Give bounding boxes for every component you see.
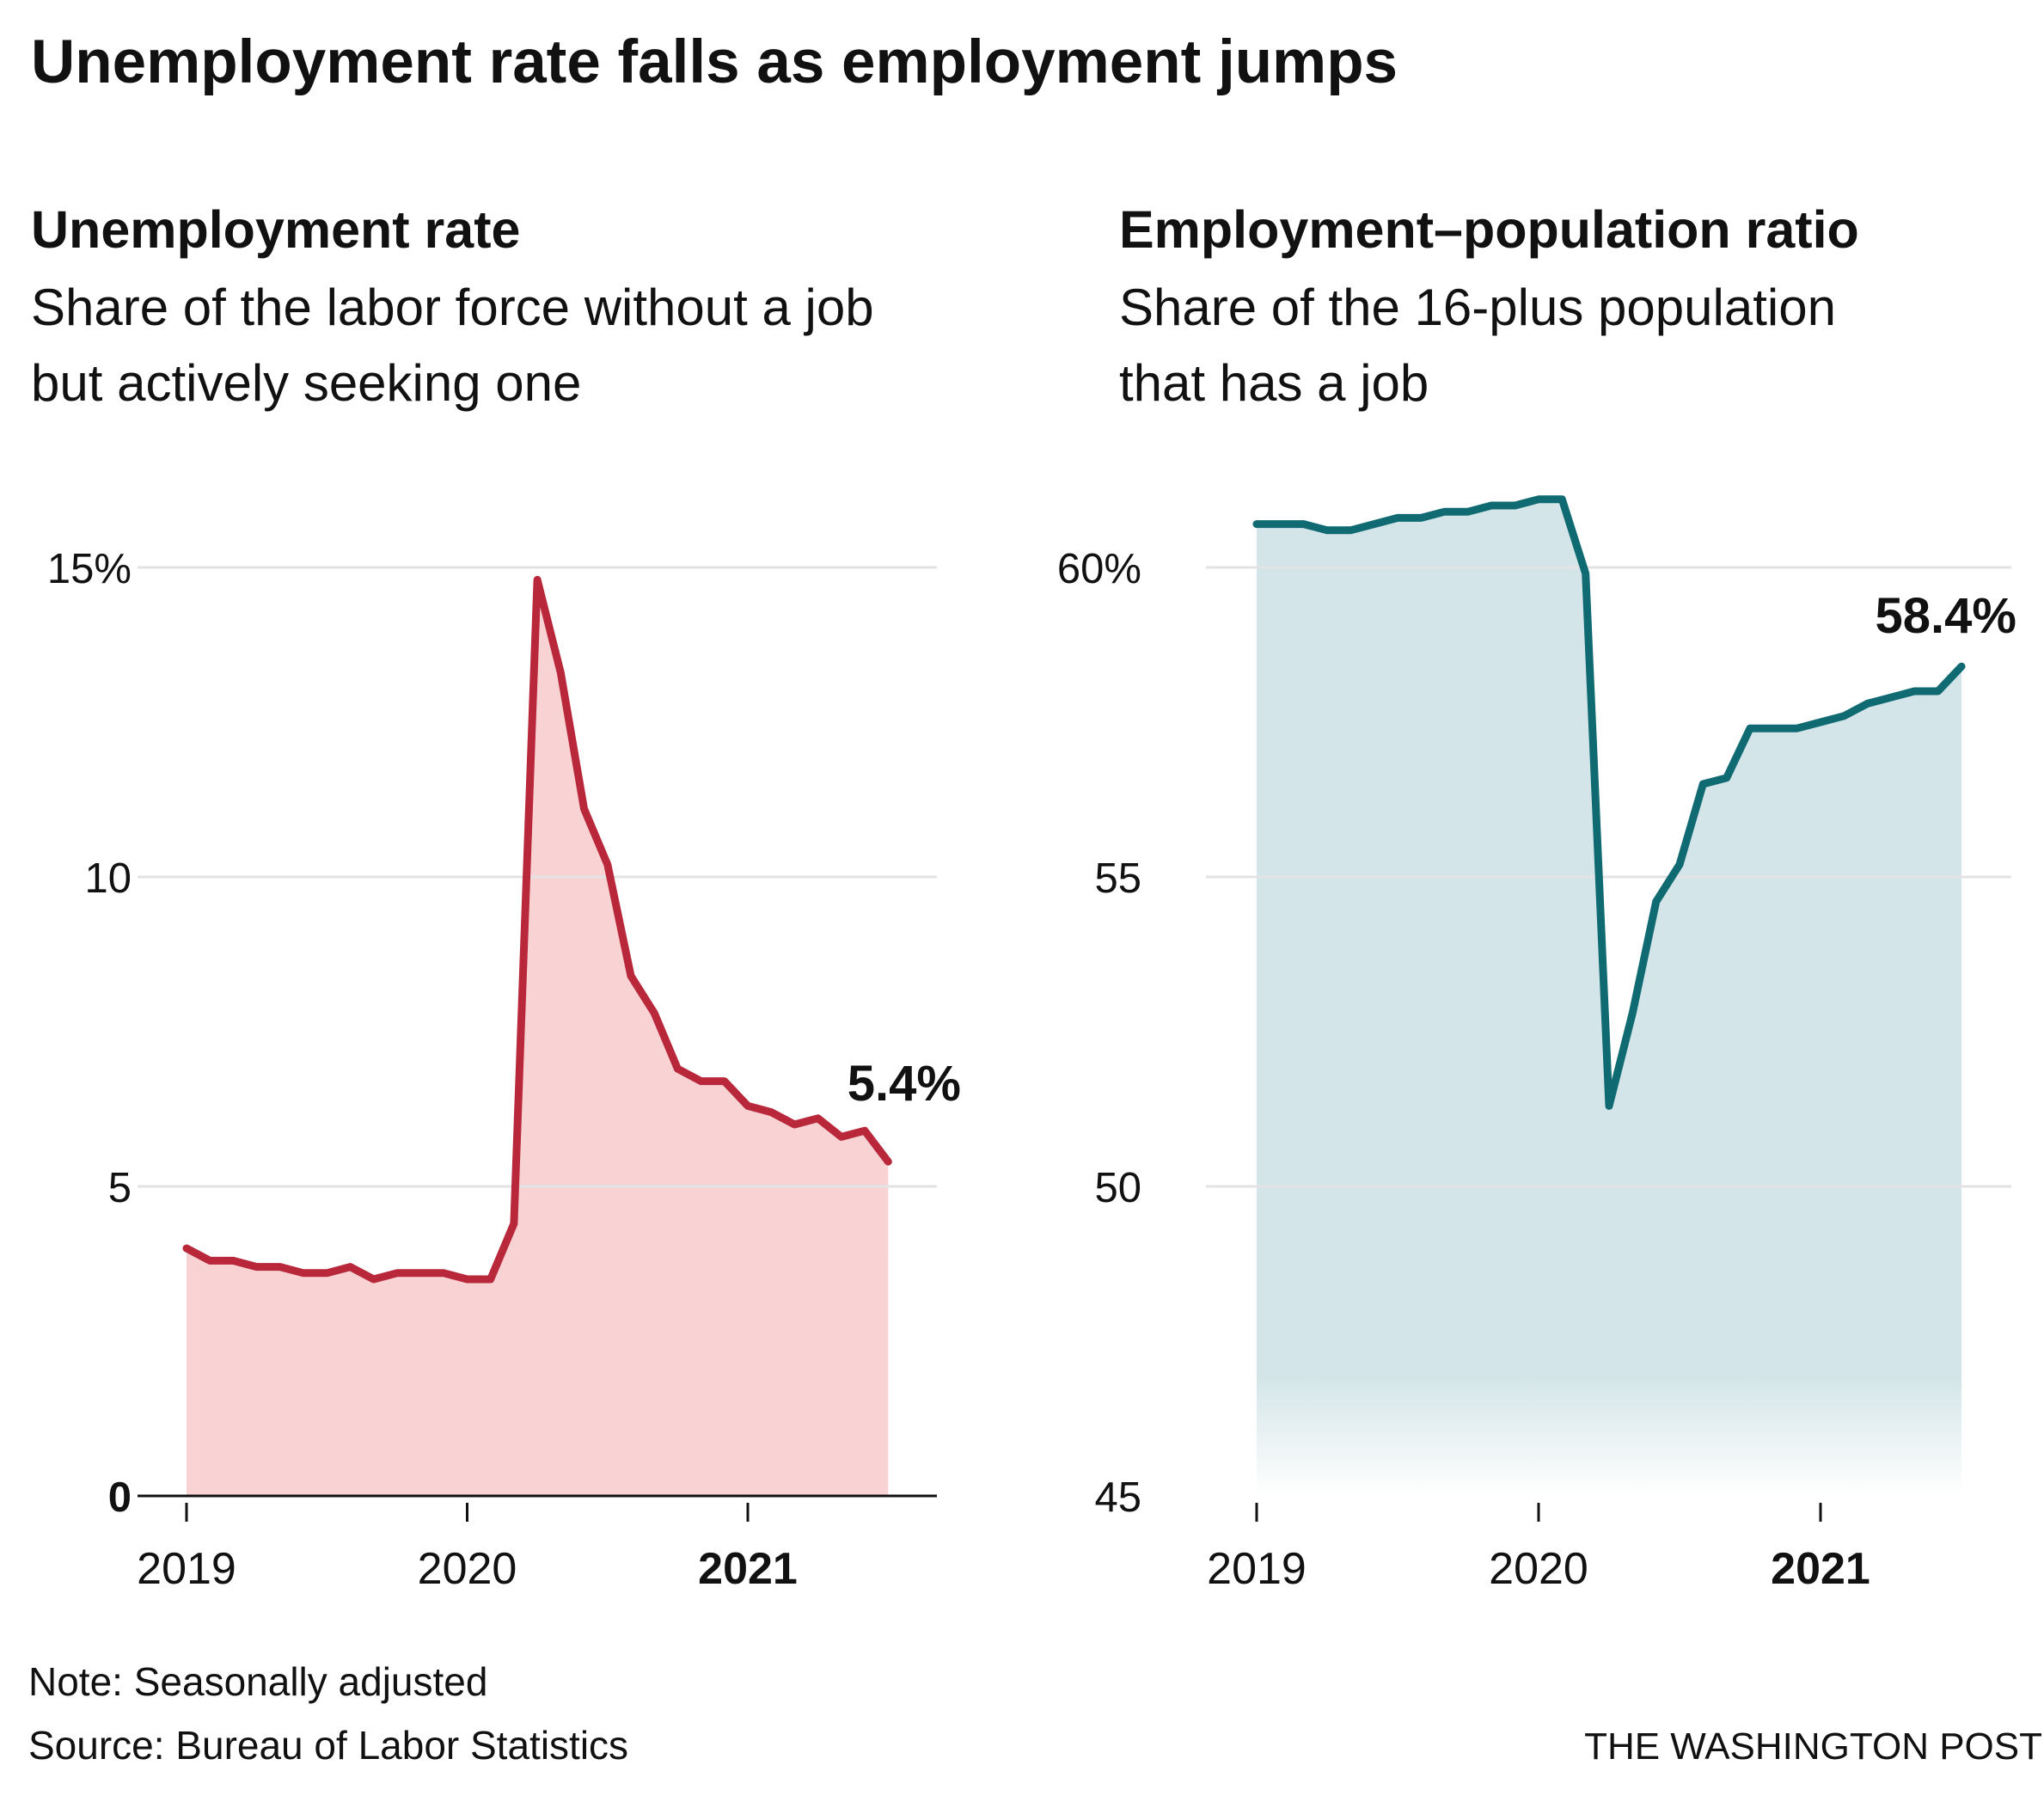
panel-subtitle-line: Share of the labor force without a job	[31, 279, 874, 336]
area-fill	[1257, 499, 1961, 1496]
x-tick-label: 2019	[137, 1544, 236, 1594]
area-fill	[187, 579, 889, 1496]
end-value-label: 58.4%	[1876, 588, 2016, 644]
x-tick-label: 2020	[1489, 1544, 1588, 1594]
y-tick-label: 15%	[47, 546, 132, 592]
chart-panel-1: Unemployment rate Share of the labor forc…	[31, 200, 961, 1594]
panel-subtitle-line: but actively seeking one	[31, 354, 581, 412]
y-tick-label: 10	[84, 855, 132, 902]
y-tick-label: 45	[1094, 1474, 1141, 1521]
series-line	[1252, 495, 1966, 1110]
credit-text: THE WASHINGTON POST	[1584, 1725, 2042, 1768]
panel-title: Unemployment rate	[31, 200, 520, 259]
y-tick-label: 55	[1094, 855, 1141, 902]
source-text: Source: Bureau of Labor Statistics	[28, 1723, 628, 1768]
y-tick-label: 5	[108, 1165, 132, 1211]
x-tick-label: 2019	[1207, 1544, 1307, 1594]
panel-title: Employment–population ratio	[1119, 200, 1859, 259]
x-tick-label: 2020	[418, 1544, 517, 1594]
figure-title: Unemployment rate falls as employment ju…	[31, 28, 1398, 96]
panel-subtitle-line: Share of the 16-plus population	[1119, 279, 1836, 336]
note-text: Note: Seasonally adjusted	[28, 1659, 487, 1704]
panel-subtitle-line: that has a job	[1119, 354, 1429, 412]
x-tick-label: 2021	[698, 1544, 798, 1594]
series-line	[182, 575, 892, 1284]
chart-panel-2: Employment–population ratio Share of the …	[1057, 200, 2016, 1594]
y-tick-label: 0	[108, 1474, 132, 1521]
x-tick-label: 2021	[1771, 1544, 1870, 1594]
y-tick-label: 50	[1094, 1165, 1141, 1211]
end-value-label: 5.4%	[848, 1056, 961, 1112]
y-tick-label: 60%	[1057, 546, 1141, 592]
